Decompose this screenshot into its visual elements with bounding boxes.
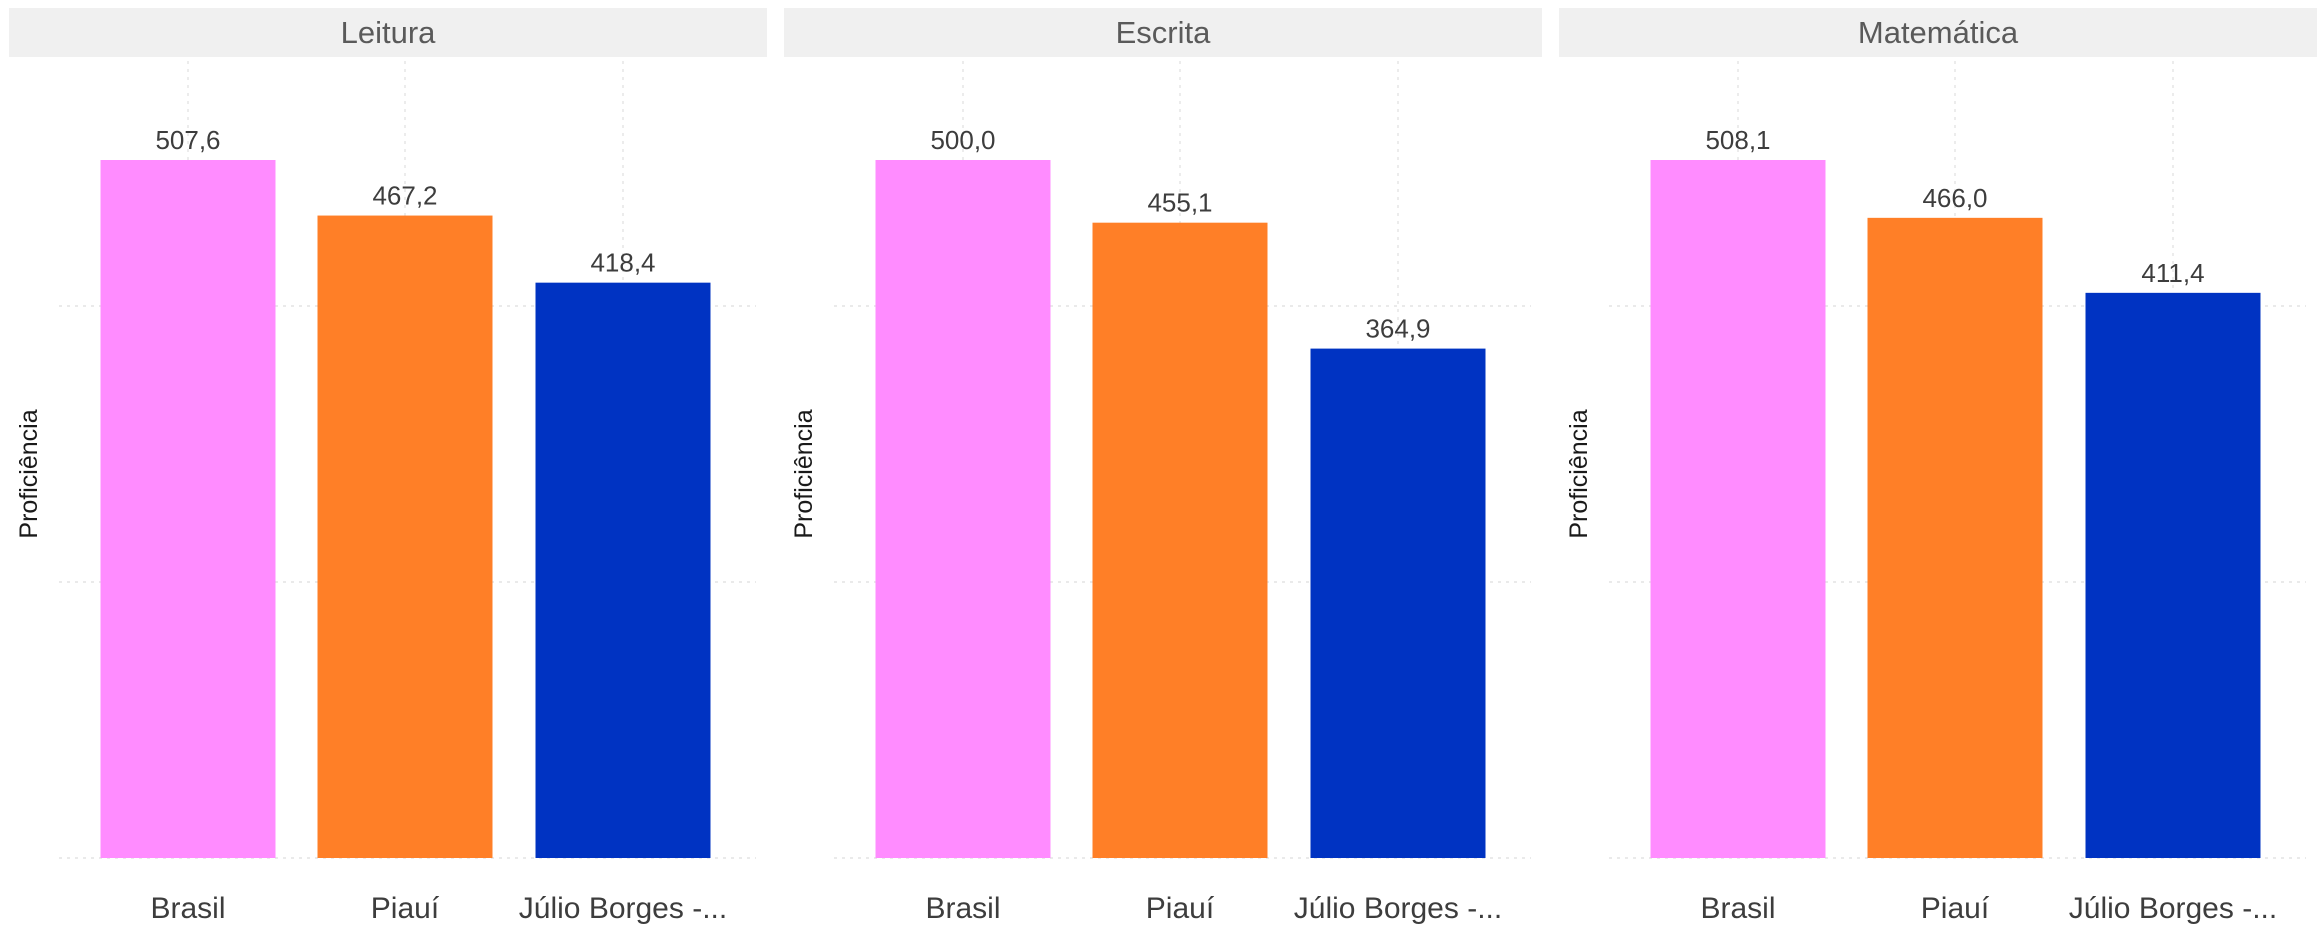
facet-strip [9,8,767,57]
bar [2085,292,2261,858]
data-label: 455,1 [1147,188,1212,218]
data-label: 500,0 [930,125,995,155]
x-tick-label: Brasil [150,892,225,925]
y-axis-label: Proficiência [15,409,43,538]
bar [1310,348,1486,858]
bar [535,282,711,858]
bar [875,160,1051,858]
facet-title: Escrita [1116,15,1212,50]
x-tick-label: Júlio Borges -... [519,892,727,925]
facet-title: Matemática [1858,15,2019,50]
x-tick-label: Piauí [371,892,440,925]
bar [1092,222,1268,858]
facet-title: Leitura [341,15,437,50]
x-tick-label: Brasil [1700,892,1775,925]
x-tick-label: Piauí [1146,892,1215,925]
bar [1650,160,1826,858]
data-label: 467,2 [372,181,437,211]
data-label: 508,1 [1705,125,1770,155]
data-label: 418,4 [590,248,655,278]
y-axis-label: Proficiência [1565,409,1593,538]
facet-strip [1559,8,2317,57]
data-label: 507,6 [155,125,220,155]
data-label: 466,0 [1922,183,1987,213]
data-label: 364,9 [1365,314,1430,344]
bar [1867,217,2043,859]
facet-strip [784,8,1542,57]
x-tick-label: Piauí [1921,892,1990,925]
y-axis-label: Proficiência [790,409,818,538]
bar [317,215,493,859]
x-tick-label: Júlio Borges -... [1294,892,1502,925]
bar [100,160,276,858]
data-label: 411,4 [2141,258,2204,288]
x-tick-label: Júlio Borges -... [2069,892,2277,925]
x-tick-label: Brasil [925,892,1000,925]
